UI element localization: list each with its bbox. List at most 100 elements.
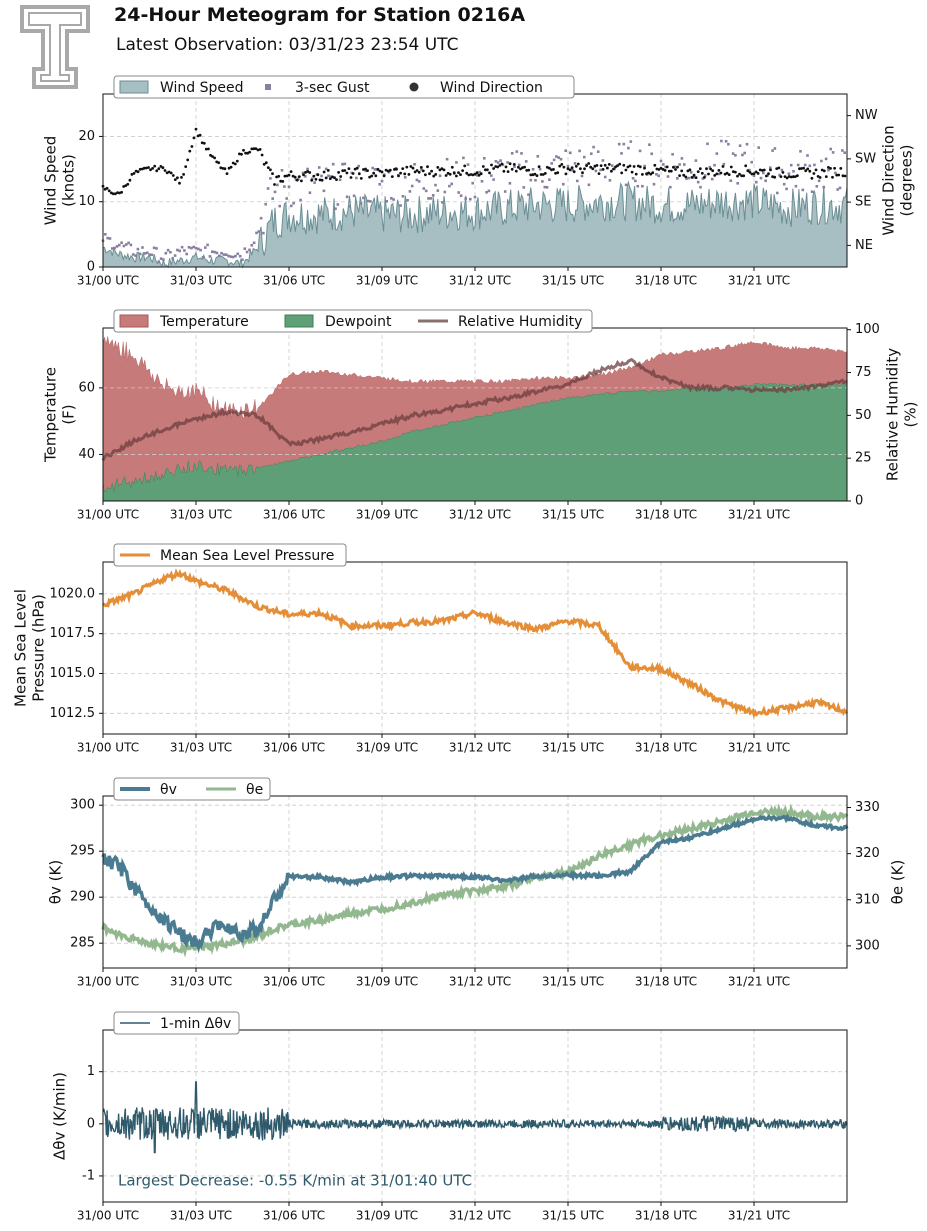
gust-point xyxy=(562,182,565,186)
gust-point xyxy=(262,231,265,235)
wind-direction-point xyxy=(424,173,427,177)
wind-direction-point xyxy=(775,167,779,171)
gust-point xyxy=(692,176,695,179)
gust-point xyxy=(543,185,547,189)
wind-direction-point xyxy=(271,172,274,176)
gust-point xyxy=(587,183,591,187)
wind-direction-point xyxy=(541,173,545,176)
gust-point xyxy=(127,241,130,245)
wind-direction-point xyxy=(366,169,369,173)
temp-panel-y2-tick-label: 25 xyxy=(855,451,872,466)
wind-panel-legend-box xyxy=(113,75,575,99)
wind-direction-point xyxy=(372,171,376,175)
gust-point xyxy=(194,246,198,250)
wind-direction-point xyxy=(502,169,506,173)
mslp-y-axis-label: Pressure (hPa) xyxy=(30,594,48,702)
theta-panel-x-tick-label: 31/06 UTC xyxy=(263,975,325,989)
gust-point xyxy=(313,181,316,184)
wind-direction-point xyxy=(610,169,613,173)
theta-panel-y2-tick-label: 320 xyxy=(855,846,880,861)
wind-direction-point xyxy=(473,172,477,176)
gust-point xyxy=(248,248,251,252)
wind-direction-point xyxy=(694,176,698,180)
wind-direction-point xyxy=(746,169,750,173)
wind-direction-point xyxy=(638,165,642,169)
wind-direction-point xyxy=(161,166,165,170)
wind-direction-point xyxy=(539,173,543,176)
gust-point xyxy=(445,157,449,161)
wind-direction-point xyxy=(676,165,679,169)
wind-direction-point xyxy=(603,163,607,167)
gust-point xyxy=(441,201,444,204)
gust-point xyxy=(403,176,407,179)
gust-point xyxy=(492,178,495,181)
wind-direction-point xyxy=(355,166,359,170)
wind-direction-point xyxy=(810,176,814,180)
wind-direction-point xyxy=(477,173,481,177)
gust-point xyxy=(420,168,423,172)
wind-direction-point xyxy=(262,162,266,166)
mslp-panel-y-tick-label: 1015.0 xyxy=(50,666,96,681)
wind-direction-point xyxy=(769,168,772,172)
gust-point xyxy=(271,197,274,200)
wind-direction-point xyxy=(669,169,673,173)
wind-direction-point xyxy=(496,165,500,169)
wind-direction-point xyxy=(219,166,223,170)
gust-point xyxy=(143,252,147,255)
wind-direction-point xyxy=(731,170,735,174)
gust-point xyxy=(673,165,677,169)
gust-point xyxy=(162,258,165,261)
gust-point xyxy=(136,247,140,251)
dtheta-line xyxy=(102,1081,848,1154)
gust-point xyxy=(155,247,158,250)
mslp-line xyxy=(102,568,849,719)
wind-direction-point xyxy=(560,163,564,166)
wind-direction-point xyxy=(180,176,183,179)
wind-panel-legend-label: 3-sec Gust xyxy=(295,80,370,96)
wind-direction-point xyxy=(297,175,301,179)
wind-direction-point xyxy=(370,174,374,178)
wind-direction-point xyxy=(223,167,227,171)
wind-direction-point xyxy=(240,152,243,156)
gust-point xyxy=(678,163,681,166)
wind-direction-point xyxy=(736,174,739,178)
wind-direction-point xyxy=(585,164,588,168)
wind-direction-point xyxy=(791,175,795,179)
wind-direction-point xyxy=(293,175,297,179)
gust-point xyxy=(355,176,358,180)
wind-direction-point xyxy=(452,171,456,175)
gust-point xyxy=(843,151,846,154)
gust-point xyxy=(769,166,772,169)
wind-direction-point xyxy=(448,172,452,176)
gust-point xyxy=(390,197,393,200)
wind-y-axis-label: Wind Speed xyxy=(42,136,60,226)
wind-direction-point xyxy=(779,175,783,179)
wind-direction-point xyxy=(353,167,357,171)
gust-point xyxy=(478,170,481,174)
gust-point xyxy=(655,173,658,176)
gust-point xyxy=(380,179,384,183)
gust-point xyxy=(455,161,458,164)
wind-direction-point xyxy=(304,171,307,174)
gust-point xyxy=(801,188,805,192)
wind-panel-y2-tick-label: SE xyxy=(855,195,871,210)
temp-panel-legend-label: Temperature xyxy=(159,314,249,330)
theta-panel-legend-box xyxy=(113,777,271,801)
gust-point xyxy=(304,175,307,178)
gust-point xyxy=(131,253,135,256)
gust-point xyxy=(276,183,279,187)
gust-point xyxy=(108,237,112,240)
gust-point xyxy=(720,139,723,143)
wind-direction-point xyxy=(498,164,502,167)
gust-point xyxy=(431,194,435,197)
wind-direction-point xyxy=(698,167,702,171)
wind-direction-point xyxy=(831,175,834,179)
gust-point xyxy=(148,253,151,256)
wind-direction-point xyxy=(415,169,419,172)
mslp-panel-x-tick-label: 31/15 UTC xyxy=(542,741,604,755)
gust-point xyxy=(601,159,605,162)
wind-speed-area xyxy=(103,182,847,267)
gust-point xyxy=(264,202,267,206)
gust-point xyxy=(125,243,128,246)
gust-point xyxy=(224,253,228,256)
